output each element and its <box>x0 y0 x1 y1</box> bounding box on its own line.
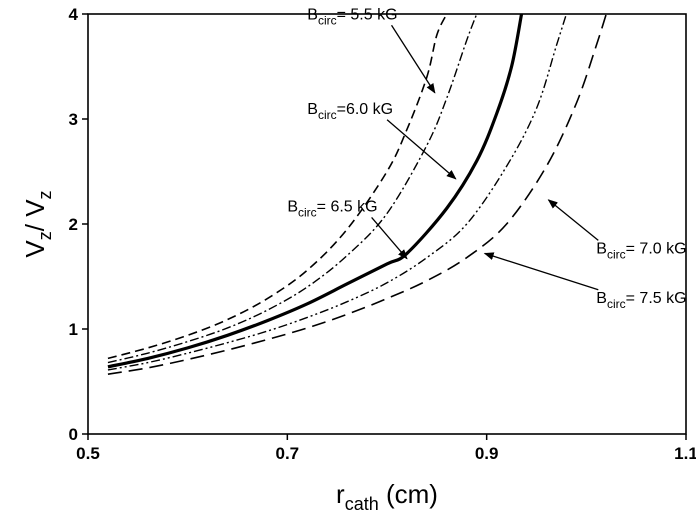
series-annotation-3: Bcirc= 7.0 kG <box>596 240 686 261</box>
series-annotation-2: Bcirc= 6.5 kG <box>287 198 377 219</box>
annotation-arrow-3 <box>547 199 599 241</box>
series-line-1 <box>107 14 478 364</box>
series-annotation-4: Bcirc= 7.5 kG <box>596 290 686 311</box>
chart-axis-labels: rcath (cm) Vz/ Vz <box>20 190 438 513</box>
series-annotation-1: Bcirc=6.0 kG <box>307 101 393 122</box>
annotation-arrow-1 <box>386 119 457 180</box>
x-tick-label: 0.9 <box>475 444 499 463</box>
chart-axes: 0.5 0.7 0.9 1.1 0 1 2 3 4 <box>69 5 696 463</box>
series-line-4 <box>107 14 608 375</box>
x-tick-label: 1.1 <box>674 444 696 463</box>
chart-series <box>107 14 608 375</box>
x-tick-label: 0.5 <box>76 444 100 463</box>
series-line-0 <box>107 14 448 360</box>
x-axis-label: rcath (cm) <box>336 479 438 513</box>
series-annotation-0: Bcirc= 5.5 kG <box>307 6 397 27</box>
annotation-arrow-0 <box>390 24 436 94</box>
y-axis-label: Vz/ Vz <box>20 190 55 257</box>
y-tick-label: 2 <box>69 215 78 234</box>
series-line-2 <box>107 14 524 369</box>
y-tick-label: 3 <box>69 110 78 129</box>
y-tick-label: 4 <box>69 5 79 24</box>
y-tick-label: 0 <box>69 425 78 444</box>
annotation-arrow-4 <box>483 252 599 291</box>
y-tick-label: 1 <box>69 320 78 339</box>
plot-frame <box>87 13 687 435</box>
chart-annotations: Bcirc= 5.5 kG Bcirc=6.0 kG Bcirc= 6.5 kG Bc… <box>287 6 686 311</box>
x-tick-label: 0.7 <box>276 444 300 463</box>
series-line-3 <box>107 14 568 371</box>
annotation-arrow-2 <box>371 216 408 260</box>
